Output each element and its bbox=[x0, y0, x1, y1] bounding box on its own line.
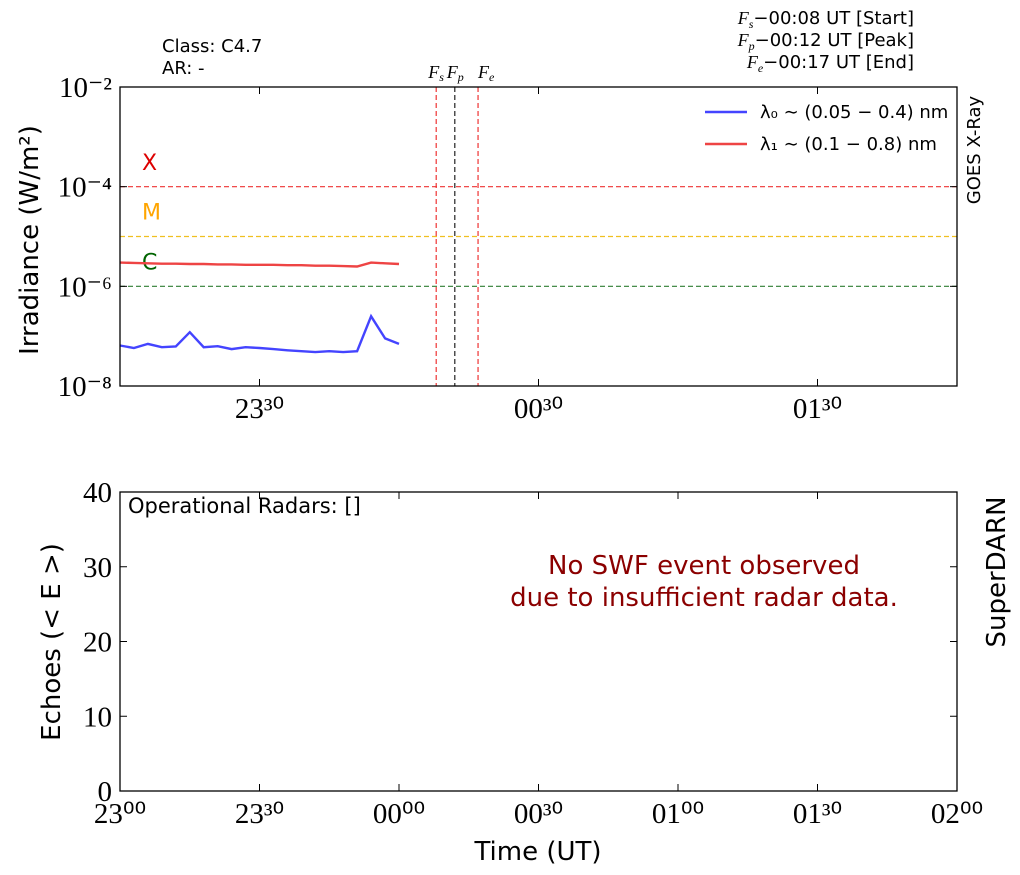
x-tick-label: 01⁰⁰ bbox=[652, 798, 704, 830]
legend-label: λ₁ ∼ (0.1 − 0.8) nm bbox=[760, 134, 937, 155]
flare-sub: s bbox=[439, 70, 444, 84]
annotation: due to insufficient radar data. bbox=[510, 583, 898, 613]
flare-annotation: Fp−00:12 UT [Peak] bbox=[737, 30, 914, 53]
flare-sub: p bbox=[748, 39, 755, 53]
y-tick-label: 20 bbox=[83, 627, 112, 659]
flare-symbol: F bbox=[446, 62, 459, 82]
side-label: SuperDARN bbox=[982, 496, 1012, 647]
y-tick-label: 10⁻⁸ bbox=[58, 371, 112, 403]
flare-note: −00:17 UT [End] bbox=[763, 52, 914, 73]
x-tick-label: 02⁰⁰ bbox=[931, 798, 983, 830]
flare-sub: e bbox=[489, 70, 495, 84]
y-tick-label: 10⁻² bbox=[59, 72, 112, 104]
flare-symbol: F bbox=[477, 62, 490, 82]
plot-frame bbox=[119, 491, 958, 792]
legend-label: λ₀ ∼ (0.05 − 0.4) nm bbox=[760, 102, 948, 123]
y-axis-label: Echoes (< E >) bbox=[37, 543, 67, 741]
flare-label: Fp bbox=[446, 62, 464, 84]
flare-symbol: F bbox=[427, 62, 440, 82]
annotation: No SWF event observed bbox=[548, 551, 860, 581]
y-tick-label: 10 bbox=[83, 701, 112, 733]
radars-text: Operational Radars: [] bbox=[128, 494, 361, 518]
y-axis-label: Irradiance (W/m²) bbox=[15, 125, 45, 355]
y-tick-label: 40 bbox=[83, 477, 112, 509]
flare-note: −00:12 UT [Peak] bbox=[755, 30, 914, 51]
flare-annotation: Fs−00:08 UT [Start] bbox=[737, 8, 914, 31]
threshold-label: X bbox=[142, 151, 157, 176]
series-line bbox=[119, 261, 400, 268]
x-tick-label: 00⁰⁰ bbox=[373, 798, 425, 830]
side-label: GOES X-Ray bbox=[964, 95, 985, 204]
x-tick-label: 00³⁰ bbox=[514, 393, 563, 425]
flare-symbol: F bbox=[737, 8, 750, 28]
threshold-label: M bbox=[142, 201, 161, 226]
ar-text: AR: - bbox=[162, 58, 205, 79]
x-tick-label: 00³⁰ bbox=[514, 798, 563, 830]
flare-label: Fe bbox=[477, 62, 495, 84]
class-text: Class: C4.7 bbox=[162, 36, 262, 57]
x-tick-label: 23⁰⁰ bbox=[94, 798, 146, 830]
x-tick-label: 23³⁰ bbox=[235, 393, 284, 425]
x-tick-label: 01³⁰ bbox=[793, 798, 842, 830]
flare-label: Fs bbox=[427, 62, 444, 84]
x-tick-label: 01³⁰ bbox=[793, 393, 842, 425]
y-tick-label: 10⁻⁴ bbox=[58, 172, 112, 204]
flare-sub: e bbox=[758, 61, 764, 75]
flare-sub: p bbox=[457, 70, 464, 84]
y-tick-label: 0 bbox=[98, 776, 113, 808]
flare-note: −00:08 UT [Start] bbox=[753, 8, 914, 29]
y-tick-label: 10⁻⁶ bbox=[58, 271, 112, 303]
x-axis-label: Time (UT) bbox=[473, 837, 601, 867]
flare-sub: s bbox=[749, 17, 754, 31]
flare-annotation: Fe−00:17 UT [End] bbox=[746, 52, 914, 75]
series-line bbox=[119, 313, 400, 354]
flare-symbol: F bbox=[746, 52, 759, 72]
flare-symbol: F bbox=[737, 30, 750, 50]
x-tick-label: 23³⁰ bbox=[235, 798, 284, 830]
y-tick-label: 30 bbox=[83, 552, 112, 584]
